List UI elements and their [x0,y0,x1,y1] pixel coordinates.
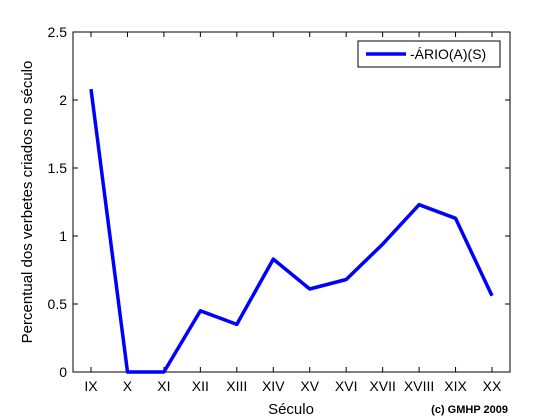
x-tick-label: XV [300,378,319,394]
y-axis-ticks: 0 0.5 1 1.5 2 2.5 [48,24,510,380]
series-line-0 [89,88,494,374]
x-tick-label: XI [157,378,170,394]
x-tick-label: XVI [335,378,358,394]
x-tick-label: XVII [369,378,395,394]
legend-label: -ÁRIO(A)(S) [410,46,486,62]
x-tick-label: XIX [444,378,467,394]
y-tick-label: 1 [59,228,67,244]
x-tick-label: XVIII [404,378,434,394]
plot-area [72,31,511,373]
x-tick-label: XIII [226,378,247,394]
x-tick-label: X [123,378,133,394]
y-tick-label: 2 [59,92,67,108]
x-tick-label: XII [192,378,209,394]
y-axis-label: Percentual dos verbetes criados no sécul… [19,61,36,344]
x-tick-label: XX [483,378,502,394]
x-tick-label: IX [84,378,98,394]
y-tick-label: 2.5 [48,24,68,40]
legend: -ÁRIO(A)(S) [357,40,501,68]
series-layer [89,88,494,374]
y-tick-label: 1.5 [48,160,68,176]
y-tick-label: 0.5 [48,296,68,312]
y-tick-label: 0 [59,364,67,380]
x-axis-ticks: IX X XI XII XIII XIV XV XVI XVII XVIII XIX XX [84,32,502,394]
copyright-annotation: (c) GMHP 2009 [431,404,508,416]
x-tick-label: XIV [262,378,285,394]
x-axis-label: Século [268,401,314,418]
